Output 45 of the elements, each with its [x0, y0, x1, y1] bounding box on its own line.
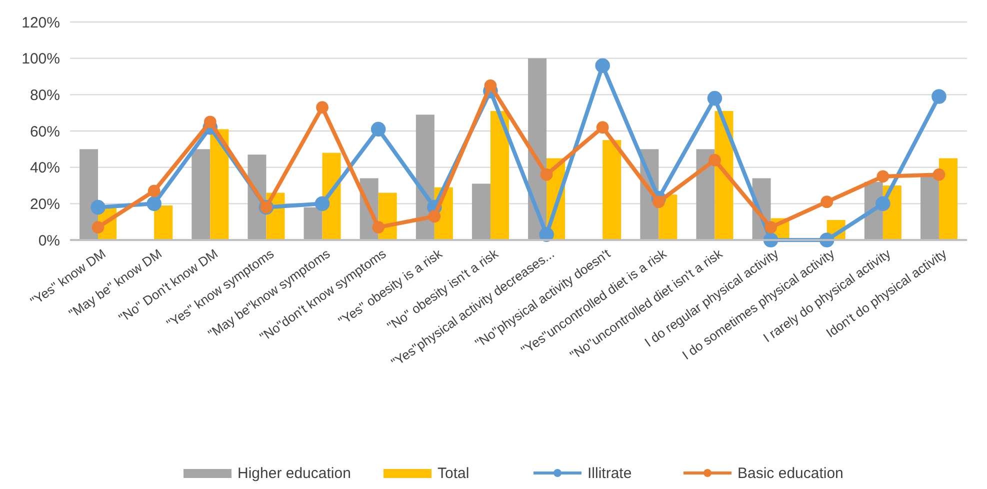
legend-label: Higher education — [238, 465, 351, 482]
point — [876, 196, 890, 212]
point — [314, 196, 330, 212]
bar — [602, 140, 622, 240]
bar — [80, 149, 98, 240]
y-tick-label: 20% — [30, 196, 60, 213]
point — [820, 196, 834, 208]
bar — [696, 149, 715, 240]
bar — [192, 149, 210, 240]
point — [90, 200, 106, 215]
y-tick-label: 100% — [22, 50, 60, 68]
point — [652, 196, 665, 208]
point — [148, 184, 160, 198]
y-tick-label: 40% — [30, 160, 60, 177]
point — [92, 221, 104, 234]
point — [372, 221, 385, 234]
point — [484, 79, 497, 92]
legend-label: Basic education — [738, 465, 844, 482]
bar — [210, 129, 229, 240]
point — [428, 210, 441, 223]
point — [204, 116, 216, 128]
bar — [938, 158, 958, 240]
point — [876, 170, 890, 183]
point — [708, 154, 721, 166]
legend-label: Total — [438, 465, 470, 482]
y-tick-label: 120% — [22, 14, 60, 32]
y-tick-label: 60% — [30, 123, 60, 140]
bar — [304, 207, 322, 240]
point — [596, 121, 609, 134]
bar — [490, 111, 509, 240]
point — [764, 221, 777, 234]
bar — [472, 184, 490, 240]
point — [146, 196, 162, 212]
bar — [920, 176, 939, 240]
point — [932, 168, 946, 181]
point — [707, 90, 722, 106]
point — [370, 122, 386, 137]
bar — [154, 205, 173, 240]
point — [595, 58, 610, 73]
point — [316, 101, 328, 114]
y-tick-label: 0% — [38, 232, 60, 250]
point — [540, 168, 553, 181]
legend-label: Illitrate — [588, 465, 632, 482]
y-tick-label: 80% — [30, 86, 60, 104]
point — [932, 89, 946, 104]
